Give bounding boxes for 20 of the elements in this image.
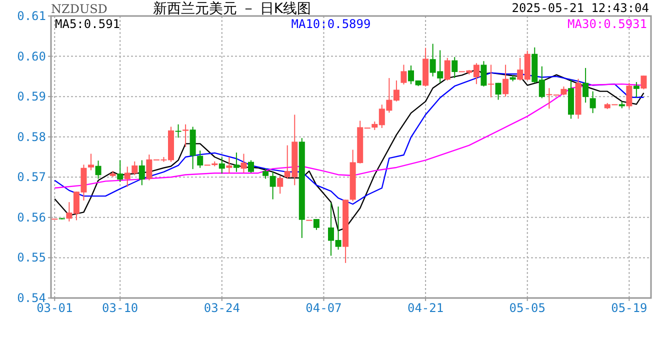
y-tick-label: 0.61 (17, 9, 46, 23)
y-tick-label: 0.55 (17, 250, 46, 265)
x-tick-label: 03-01 (36, 301, 73, 315)
x-tick-label: 04-07 (306, 301, 342, 315)
legend: MA10:0.5899 (291, 17, 371, 31)
x-tick-label: 03-24 (204, 301, 240, 315)
chart-title: 新西兰元美元 － 日K线图 (152, 1, 312, 17)
legend: MA5:0.591 (55, 17, 120, 31)
x-tick-label: 05-19 (611, 301, 648, 315)
y-tick-label: 0.60 (17, 49, 46, 64)
y-tick-label: 0.59 (17, 90, 46, 104)
y-tick-label: 0.58 (17, 130, 46, 144)
x-tick-label: 03-10 (102, 301, 138, 315)
y-tick-label: 0.56 (17, 210, 46, 224)
y-tick-label: 0.57 (17, 170, 46, 184)
annotation: NZDUSD (51, 2, 108, 16)
legend: MA30:0.5931 (568, 17, 647, 31)
x-tick-label: 04-21 (407, 301, 444, 315)
text: 2025-05-21 12:43:04 (512, 1, 649, 15)
x-tick-label: 05-05 (509, 301, 546, 315)
